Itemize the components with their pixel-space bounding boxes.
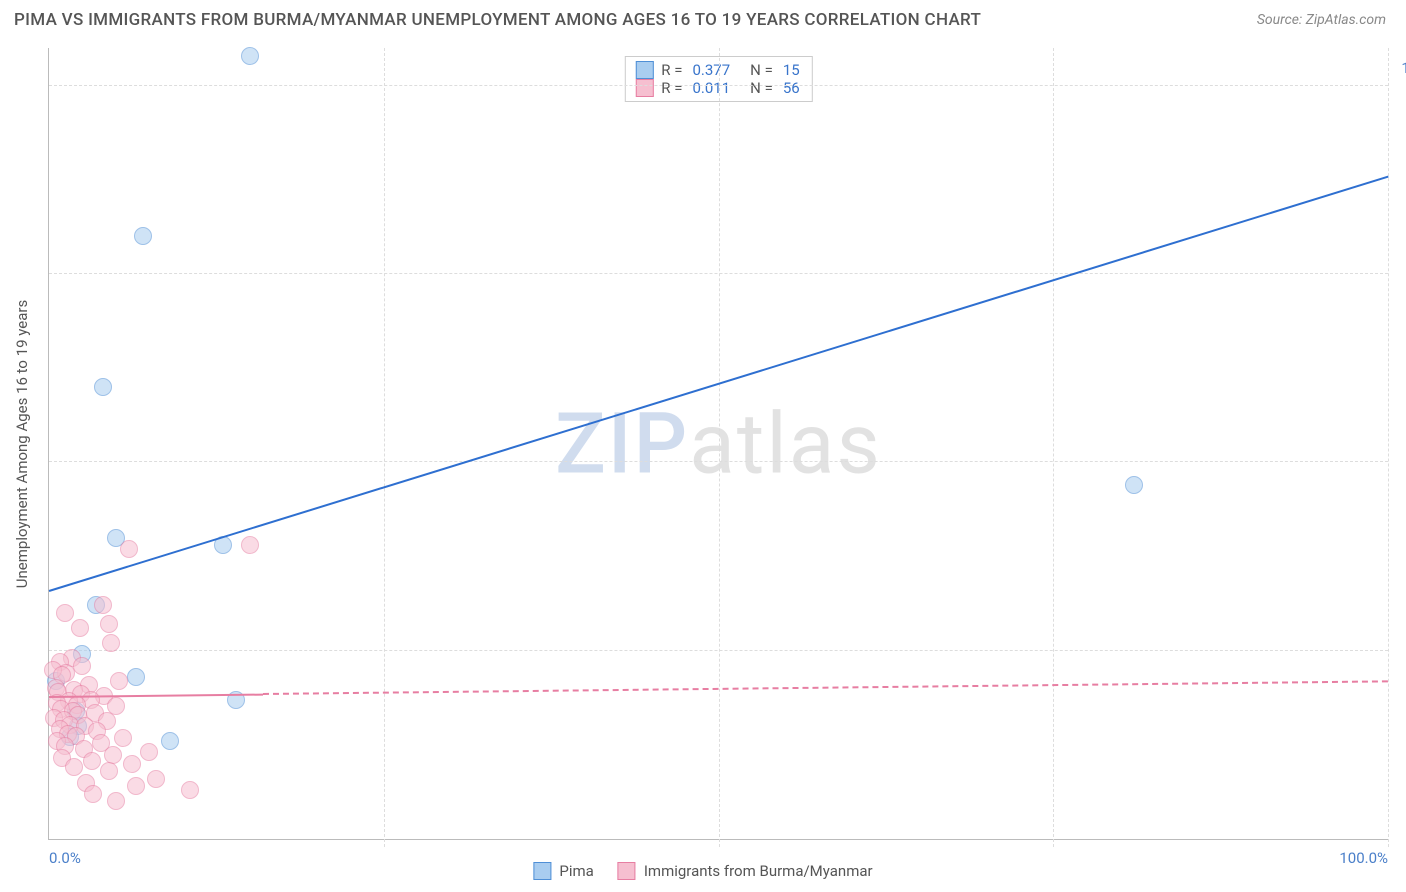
vgrid: [1053, 48, 1054, 847]
scatter-point: [102, 634, 120, 652]
x-tick-label: 0.0%: [49, 849, 81, 867]
vgrid: [719, 48, 720, 847]
scatter-point: [123, 755, 141, 773]
vgrid: [1388, 48, 1389, 847]
scatter-point: [104, 746, 122, 764]
scatter-point: [241, 47, 259, 65]
x-tick-label: 100.0%: [1339, 849, 1388, 867]
legend-r-value: 0.377: [692, 61, 730, 79]
legend-label: Pima: [559, 862, 593, 880]
scatter-point: [100, 762, 118, 780]
scatter-point: [56, 604, 74, 622]
scatter-point: [1125, 476, 1143, 494]
chart-title: PIMA VS IMMIGRANTS FROM BURMA/MYANMAR UN…: [14, 10, 981, 30]
series-legend: Pima Immigrants from Burma/Myanmar: [533, 862, 872, 880]
legend-r-label: R =: [661, 61, 682, 79]
y-axis-label: Unemployment Among Ages 16 to 19 years: [13, 300, 31, 588]
trend-line: [263, 681, 1388, 696]
scatter-point: [84, 785, 102, 803]
scatter-point: [100, 615, 118, 633]
legend-n-label: N =: [750, 61, 773, 79]
scatter-point: [127, 668, 145, 686]
scatter-point: [94, 596, 112, 614]
legend-r-value: 0.011: [692, 79, 730, 97]
legend-n-label: N =: [750, 79, 773, 97]
legend-swatch: [635, 79, 653, 97]
legend-n-value: 56: [783, 79, 800, 97]
scatter-point: [114, 729, 132, 747]
scatter-point: [181, 781, 199, 799]
y-axis-label-wrap: Unemployment Among Ages 16 to 19 years: [10, 48, 34, 840]
y-tick-label: 100.0%: [1401, 59, 1406, 77]
scatter-point: [127, 777, 145, 795]
legend-swatch: [635, 61, 653, 79]
legend-item: Pima: [533, 862, 593, 880]
legend-swatch: [618, 862, 636, 880]
scatter-point: [73, 657, 91, 675]
scatter-point: [241, 536, 259, 554]
watermark-part1: ZIP: [555, 394, 689, 493]
scatter-point: [120, 540, 138, 558]
plot-area: ZIPatlas R =0.377N =15R =0.011N =56 25.0…: [48, 48, 1388, 840]
legend-item: Immigrants from Burma/Myanmar: [618, 862, 873, 880]
scatter-point: [71, 619, 89, 637]
scatter-point: [107, 792, 125, 810]
legend-n-value: 15: [783, 61, 800, 79]
chart-header: PIMA VS IMMIGRANTS FROM BURMA/MYANMAR UN…: [0, 0, 1406, 36]
chart-source: Source: ZipAtlas.com: [1257, 12, 1386, 28]
scatter-point: [161, 732, 179, 750]
scatter-point: [83, 752, 101, 770]
chart-area: Unemployment Among Ages 16 to 19 years Z…: [48, 48, 1388, 840]
legend-swatch: [533, 862, 551, 880]
legend-label: Immigrants from Burma/Myanmar: [644, 862, 873, 880]
vgrid: [384, 48, 385, 847]
scatter-point: [134, 227, 152, 245]
scatter-point: [147, 770, 165, 788]
scatter-point: [110, 672, 128, 690]
legend-r-label: R =: [661, 79, 682, 97]
scatter-point: [94, 378, 112, 396]
scatter-point: [140, 743, 158, 761]
scatter-point: [65, 758, 83, 776]
